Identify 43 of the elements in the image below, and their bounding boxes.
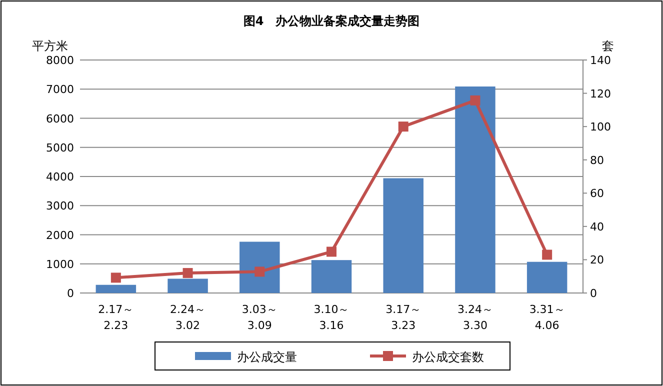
bar xyxy=(96,284,136,293)
x-tick-label: 3.24～ 3.30 xyxy=(457,303,493,332)
x-tick-label: 2.24～ 3.02 xyxy=(170,303,206,332)
chart-title: 图4 办公物业备案成交量走势图 xyxy=(243,14,420,28)
point xyxy=(470,95,480,106)
legend-label: 办公成交套数 xyxy=(412,350,484,364)
bar xyxy=(526,262,568,293)
y2-tick-label: 60 xyxy=(590,187,604,200)
point xyxy=(254,266,265,277)
x-tick-label: 2.17～ 2.23 xyxy=(98,303,134,332)
y2-tick-label: 140 xyxy=(590,54,611,67)
x-tick-label: 3.17～ 3.23 xyxy=(386,303,422,332)
x-tick-label: 3.10～ 3.16 xyxy=(314,303,350,332)
point xyxy=(326,246,336,257)
y2-tick-label: 120 xyxy=(590,87,611,100)
y-tick-label: 5000 xyxy=(46,141,74,154)
y2-tick-label: 100 xyxy=(590,120,611,134)
x-tick-label: 3.31～ 4.06 xyxy=(529,303,565,332)
bar xyxy=(383,178,424,293)
y2-tick-label: 0 xyxy=(590,287,597,300)
y2-tick-label: 80 xyxy=(590,154,604,167)
y-tick-label: 6000 xyxy=(46,112,74,126)
y-tick-label: 0 xyxy=(67,287,74,300)
y-tick-label: 2000 xyxy=(46,228,74,242)
y2-axis-title: 套 xyxy=(602,39,614,53)
point xyxy=(110,272,121,283)
point xyxy=(182,268,193,278)
point xyxy=(398,122,408,132)
legend-label: 办公成交量 xyxy=(237,350,297,364)
y-axis-title: 平方米 xyxy=(32,39,68,53)
point xyxy=(542,250,552,260)
y-tick-label: 7000 xyxy=(46,83,74,96)
bar xyxy=(455,86,496,293)
y-tick-label: 8000 xyxy=(46,54,74,67)
bar xyxy=(240,242,280,293)
y2-tick-label: 40 xyxy=(590,220,604,234)
bar xyxy=(168,278,208,293)
bar xyxy=(311,260,352,293)
y-tick-label: 1000 xyxy=(46,258,74,271)
y2-tick-label: 20 xyxy=(590,254,604,267)
x-tick-label: 3.03～ 3.09 xyxy=(242,303,278,332)
y-tick-label: 4000 xyxy=(46,170,74,184)
y-tick-label: 3000 xyxy=(46,200,74,213)
